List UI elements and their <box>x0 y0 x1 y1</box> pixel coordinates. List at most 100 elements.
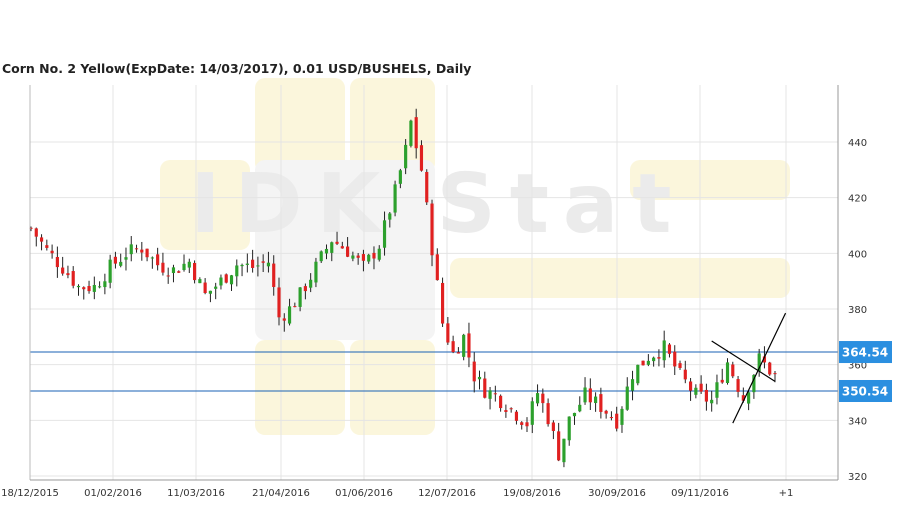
candle-body <box>409 120 413 146</box>
candle-body <box>319 251 323 262</box>
candle-body <box>725 362 730 383</box>
candle-body <box>462 334 466 357</box>
candle-body <box>266 262 271 267</box>
candle-body <box>340 246 344 249</box>
x-tick-label: 12/07/2016 <box>418 488 476 499</box>
candle-body <box>535 393 540 404</box>
candle-body <box>293 306 297 308</box>
candle-body <box>451 341 455 353</box>
candle-body <box>156 254 160 266</box>
candle-body <box>609 417 614 419</box>
x-tick-label: 01/02/2016 <box>84 488 142 499</box>
candle-body <box>562 438 566 463</box>
candle-body <box>588 388 592 403</box>
y-tick-label: 440 <box>848 138 867 149</box>
candle-body <box>245 263 249 265</box>
candle-body <box>615 413 619 429</box>
candle-body <box>351 255 355 259</box>
y-tick-label: 400 <box>848 249 867 260</box>
x-tick-label: 11/03/2016 <box>167 488 225 499</box>
candle-body <box>240 264 244 267</box>
candle-body <box>277 287 281 318</box>
watermark-block <box>255 340 345 435</box>
candle-body <box>472 361 476 382</box>
candle-body <box>504 410 508 412</box>
candle-body <box>124 257 128 260</box>
candle-body <box>572 412 577 417</box>
candle-body <box>324 248 329 254</box>
candle-body <box>520 422 524 425</box>
candle-body <box>45 245 49 248</box>
candle-body <box>61 267 65 274</box>
candle-body <box>752 374 756 393</box>
candle-body <box>683 369 687 380</box>
candle-body <box>256 265 260 267</box>
candle-body <box>768 362 772 375</box>
candle-body <box>119 261 123 266</box>
candle-body <box>736 379 740 392</box>
candle-body <box>50 250 54 254</box>
candle-body <box>272 263 276 287</box>
candle-body <box>108 259 112 283</box>
candle-body <box>493 393 497 395</box>
candle-body <box>34 228 38 237</box>
candle-body <box>388 213 392 220</box>
candle-body <box>641 360 645 366</box>
candle-body <box>129 244 133 255</box>
horizontal-lines <box>30 351 838 392</box>
chart-title: Corn No. 2 Yellow(ExpDate: 14/03/2017), … <box>2 61 472 76</box>
candle-body <box>235 265 239 277</box>
candle-body <box>382 220 387 248</box>
candle-body <box>688 381 693 391</box>
candle-body <box>356 255 360 258</box>
y-tick-label: 320 <box>848 472 867 483</box>
candle-body <box>330 242 334 253</box>
candle-body <box>667 344 672 354</box>
candle-body <box>467 333 471 358</box>
x-tick-label: 01/06/2016 <box>335 488 393 499</box>
candle-body <box>335 241 339 244</box>
trend-line <box>732 312 787 424</box>
axes: 320 340 360 380 400 420 440 18/12/2015 01/02/201… <box>1 85 867 499</box>
candle-body <box>214 286 218 289</box>
candle-body <box>87 286 91 292</box>
candle-body <box>499 395 503 409</box>
candle-body <box>150 257 154 259</box>
candle-body <box>224 274 228 283</box>
candle-body <box>483 378 487 398</box>
candle-body <box>82 287 86 290</box>
candle-body <box>113 256 118 264</box>
candle-body <box>182 263 186 271</box>
candle-body <box>103 281 107 288</box>
candle-body <box>662 340 666 361</box>
candle-body <box>282 318 286 321</box>
candle-body <box>762 356 767 363</box>
candle-body <box>477 376 482 380</box>
candle-body <box>171 267 176 274</box>
candle-body <box>773 373 777 375</box>
candle-body <box>140 249 144 253</box>
price-badge <box>839 341 892 364</box>
candle-body <box>346 246 350 257</box>
candle-body <box>166 275 170 277</box>
candle-body <box>604 410 608 414</box>
candle-body <box>551 422 555 431</box>
price-badge-label: 350.54 <box>842 384 888 398</box>
candle-body <box>720 379 724 383</box>
candle-body <box>287 306 292 324</box>
candle-body <box>699 383 703 392</box>
candle-body <box>29 227 33 229</box>
price-badge <box>839 379 892 402</box>
candle-body <box>594 396 598 404</box>
candle-body <box>757 353 761 372</box>
candle-body <box>710 399 714 404</box>
candle-body <box>747 392 751 404</box>
candle-body <box>430 203 434 256</box>
candle-body <box>229 275 234 285</box>
candle-body <box>367 254 371 262</box>
x-tick-label: 18/12/2015 <box>1 488 59 499</box>
candle-body <box>704 389 708 402</box>
watermark-block <box>160 160 250 250</box>
candle-body <box>303 286 307 292</box>
candle-body <box>314 261 318 283</box>
